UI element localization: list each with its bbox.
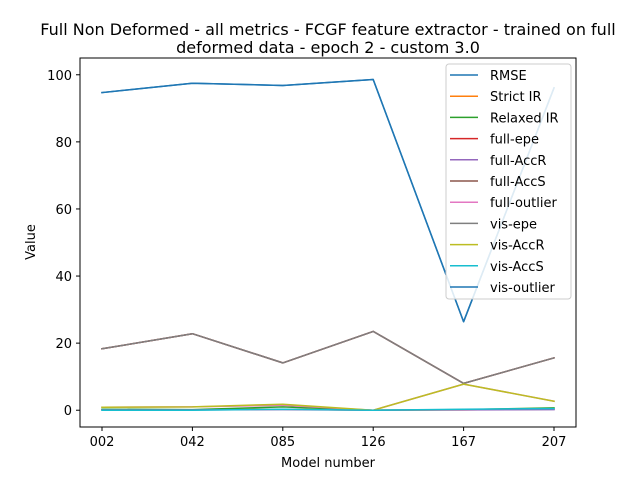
y-axis-ticks: 0 20 40 60 80 100	[47, 69, 80, 419]
legend-label-rmse: RMSE	[490, 69, 527, 84]
x-axis-label: Model number	[281, 456, 376, 471]
legend-label-vis-epe: vis-epe	[490, 217, 537, 232]
legend: RMSE Strict IR Relaxed IR full-epe full-AccR…	[445, 63, 572, 300]
y-tick-label: 20	[55, 337, 72, 352]
y-tick-label: 0	[64, 404, 72, 419]
legend-label-full-epe: full-epe	[490, 133, 539, 148]
chart-title-line-2: deformed data - epoch 2 - custom 3.0	[176, 38, 480, 57]
x-tick-label: 126	[361, 435, 386, 450]
y-tick-label: 80	[55, 136, 72, 151]
legend-label-full-accs: full-AccS	[490, 175, 546, 190]
legend-label-strict-ir: Strict IR	[490, 90, 542, 105]
chart-title-line-1: Full Non Deformed - all metrics - FCGF f…	[40, 20, 615, 39]
legend-label-relaxed-ir: Relaxed IR	[490, 111, 559, 126]
x-tick-label: 167	[451, 435, 476, 450]
y-tick-label: 100	[47, 69, 72, 84]
series-line-vis-accs	[101, 407, 555, 411]
series-line-vis-epe	[101, 330, 555, 385]
x-axis-ticks: 002 042 085 126 167 207	[90, 427, 567, 450]
series-line-vis-accr	[101, 383, 555, 411]
y-tick-label: 60	[55, 203, 72, 218]
y-axis-label: Value	[24, 224, 39, 260]
plot-frame	[79, 57, 577, 428]
x-tick-label: 085	[270, 435, 295, 450]
legend-label-full-outlier: full-outlier	[490, 196, 557, 211]
legend-frame	[445, 63, 572, 300]
legend-label-full-accr: full-AccR	[490, 154, 546, 169]
legend-label-vis-accs: vis-AccS	[490, 260, 544, 275]
x-tick-label: 207	[542, 435, 567, 450]
y-tick-label: 40	[55, 270, 72, 285]
x-tick-label: 042	[180, 435, 205, 450]
x-tick-label: 002	[90, 435, 115, 450]
legend-label-vis-outlier: vis-outlier	[490, 281, 556, 296]
legend-label-vis-accr: vis-AccR	[490, 239, 544, 254]
